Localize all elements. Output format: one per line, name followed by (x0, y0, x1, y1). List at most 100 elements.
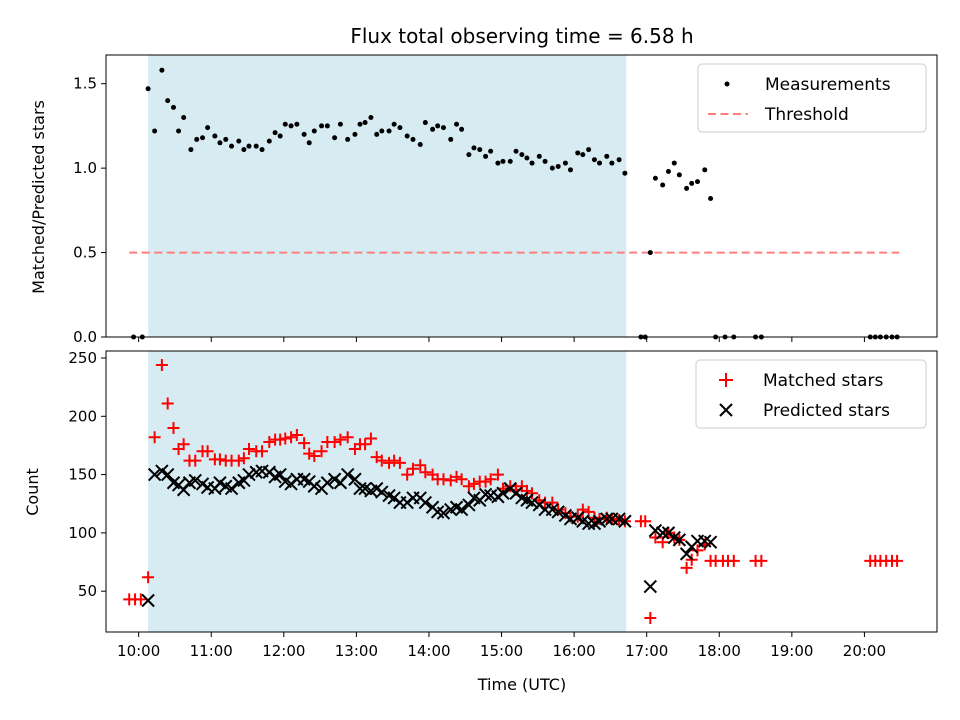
measurement-point (282, 121, 288, 127)
matched-star-point (242, 442, 255, 455)
measurement-point (488, 148, 494, 154)
measurement-point (647, 250, 653, 256)
measurement-point (266, 138, 272, 144)
measurement-point (562, 160, 568, 166)
predicted-star-point (340, 467, 355, 482)
matched-star-point (315, 445, 328, 458)
ratio-x-ticks (138, 337, 865, 342)
measurement-point (676, 172, 682, 178)
matched-star-point (189, 454, 202, 467)
predicted-star-point (478, 487, 493, 502)
measurement-point (152, 128, 158, 134)
predicted-star-point (525, 495, 539, 510)
x-tick-label: 20:00 (843, 642, 886, 660)
measurement-point (246, 143, 252, 149)
measurement-point (236, 138, 242, 144)
predicted-star-point (496, 486, 510, 500)
matched-star-point (491, 468, 504, 481)
y-tick-label: 50 (78, 582, 97, 600)
count-panel-frame (105, 350, 938, 633)
measurement-point (652, 175, 658, 181)
matched-star-point (388, 454, 401, 467)
predicted-star-point (551, 505, 565, 519)
measurement-point (379, 128, 385, 134)
measurement-point (170, 104, 176, 110)
ratio-panel: 0.0 0.5 1.0 1.5 Matched/Predicted stars Mea… (29, 54, 938, 346)
measurement-point (352, 131, 358, 137)
measurement-point (622, 170, 628, 176)
matched-star-point (364, 432, 377, 445)
matched-star-point (437, 473, 450, 486)
time-x-label: Time (UTC) (477, 675, 566, 694)
measurement-point (660, 182, 666, 188)
y-tick-label: 150 (68, 466, 97, 484)
matched-star-point (328, 435, 341, 448)
count-legend: Matched stars Predicted stars (695, 359, 927, 429)
measurement-point (165, 98, 171, 104)
measurement-points (131, 67, 900, 340)
predicted-star-point (462, 498, 476, 512)
measurement-point (500, 158, 506, 164)
legend-measurements-label: Measurements (765, 75, 891, 95)
y-tick-label: 200 (68, 407, 97, 425)
matched-star-point (256, 445, 269, 458)
count-legend-box (695, 359, 927, 429)
predicted-star-point (147, 467, 162, 482)
matched-star-point (639, 515, 652, 528)
measurement-point (223, 136, 229, 142)
legend-matched-marker (719, 373, 733, 387)
predicted-star-point (600, 512, 614, 526)
measurement-point (580, 152, 586, 158)
measurement-point (272, 130, 278, 136)
measurement-point (454, 121, 460, 127)
y-tick-label: 1.5 (73, 75, 97, 93)
matched-star-point (303, 447, 316, 460)
observing-window-shade-top (148, 55, 627, 337)
measurement-point (345, 136, 351, 142)
measurement-point (529, 160, 535, 166)
predicted-star-point (307, 479, 322, 493)
matched-star-point (526, 487, 539, 500)
measurement-point (671, 160, 677, 166)
matched-star-point (414, 459, 427, 472)
matched-star-point (148, 431, 161, 444)
matched-star-point (213, 453, 226, 466)
measurement-point (466, 152, 472, 158)
matched-star-point (419, 466, 432, 479)
measurement-point (404, 133, 410, 139)
x-tick-label: 11:00 (190, 642, 233, 660)
predicted-star-point (703, 535, 718, 549)
x-tick-label: 19:00 (770, 642, 813, 660)
matched-star-point (279, 432, 292, 445)
measurement-point (549, 165, 555, 171)
x-tick-label: 17:00 (625, 642, 668, 660)
matched-star-point (274, 433, 287, 446)
measurement-point (319, 123, 325, 129)
measurement-point (294, 121, 300, 127)
measurement-point (324, 123, 330, 129)
matched-star-point (401, 468, 414, 481)
predicted-star-point (375, 485, 389, 499)
measurement-point (332, 135, 338, 141)
measurement-point (301, 131, 307, 137)
measurement-point (357, 121, 363, 127)
ratio-panel-frame (105, 54, 938, 338)
measurement-point (430, 126, 436, 132)
matched-star-point (134, 593, 147, 606)
matched-star-point (290, 428, 303, 441)
matched-star-point (161, 397, 174, 410)
predicted-star-point (141, 593, 155, 608)
measurement-point (507, 158, 513, 164)
matched-star-point (359, 438, 372, 451)
matched-star-point (520, 484, 533, 497)
matched-star-point (383, 456, 396, 469)
count-panel: 50 100 150 200 250 10:00 11:00 12:00 13:00 14:00… (23, 349, 938, 694)
measurement-point (440, 125, 446, 131)
matched-star-point (455, 473, 468, 486)
y-tick-label: 250 (68, 349, 97, 367)
measurement-point (689, 180, 695, 186)
measurement-point (448, 136, 454, 142)
measurement-point (374, 131, 380, 137)
measurement-point (410, 136, 416, 142)
